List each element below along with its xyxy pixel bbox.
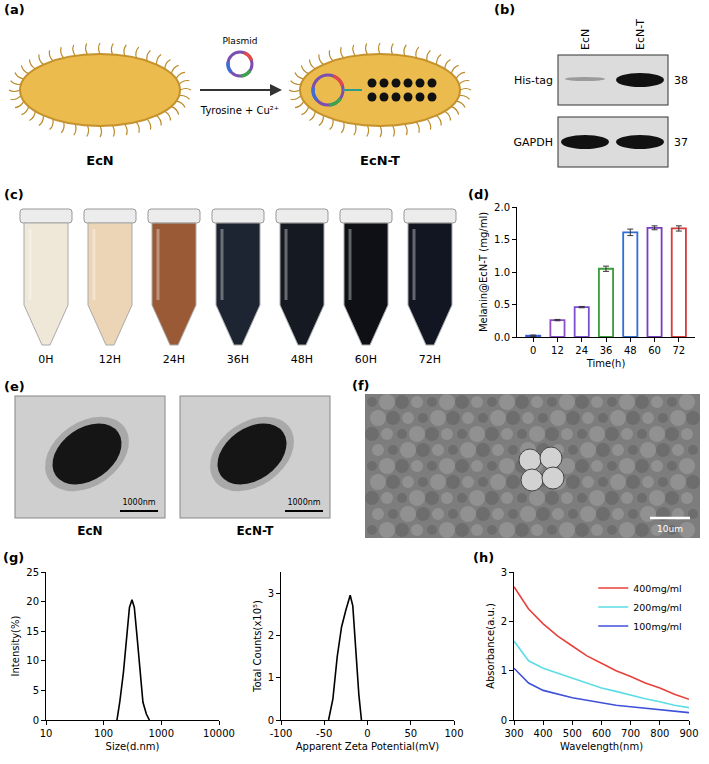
svg-text:48H: 48H (291, 353, 313, 366)
svg-text:800: 800 (650, 728, 669, 739)
svg-text:38: 38 (674, 74, 688, 87)
svg-text:2.0: 2.0 (494, 202, 510, 213)
svg-text:His-tag: His-tag (514, 74, 553, 87)
svg-text:0: 0 (501, 715, 507, 726)
svg-text:(c): (c) (4, 187, 24, 202)
svg-text:1000nm: 1000nm (287, 498, 320, 507)
svg-text:10um: 10um (657, 524, 683, 534)
svg-text:400mg/ml: 400mg/ml (633, 583, 682, 594)
svg-text:EcN-T: EcN-T (237, 524, 275, 538)
svg-text:100: 100 (444, 728, 463, 739)
svg-text:1: 1 (268, 672, 274, 683)
svg-text:EcN-T: EcN-T (634, 19, 647, 50)
svg-text:3: 3 (268, 588, 274, 599)
svg-text:Intensity(%): Intensity(%) (10, 615, 21, 676)
svg-text:2: 2 (501, 616, 507, 627)
svg-text:0: 0 (33, 715, 39, 726)
svg-text:(b): (b) (494, 2, 515, 17)
svg-text:Melanin@EcN-T (mg/ml): Melanin@EcN-T (mg/ml) (478, 212, 489, 332)
svg-text:0: 0 (268, 715, 274, 726)
svg-text:50: 50 (404, 728, 417, 739)
svg-text:GAPDH: GAPDH (514, 136, 553, 149)
svg-text:500: 500 (563, 728, 582, 739)
svg-text:(a): (a) (4, 2, 25, 17)
svg-text:12H: 12H (99, 353, 121, 366)
svg-text:36: 36 (600, 345, 613, 356)
svg-text:37: 37 (674, 136, 688, 149)
svg-text:0H: 0H (38, 353, 53, 366)
svg-text:12: 12 (551, 345, 564, 356)
svg-text:-100: -100 (270, 728, 293, 739)
svg-text:-50: -50 (316, 728, 332, 739)
svg-text:200mg/ml: 200mg/ml (633, 602, 682, 613)
html-text:(g): (g) (3, 550, 25, 565)
svg-text:20: 20 (26, 596, 39, 607)
svg-text:1000nm: 1000nm (122, 498, 155, 507)
svg-text:EcN: EcN (579, 29, 592, 50)
svg-text:Apparent Zeta Potential(mV): Apparent Zeta Potential(mV) (296, 741, 440, 752)
svg-text:0.0: 0.0 (494, 332, 510, 343)
svg-text:Tyrosine + Cu²⁺: Tyrosine + Cu²⁺ (200, 105, 279, 116)
svg-text:72H: 72H (419, 353, 441, 366)
svg-text:15: 15 (26, 626, 39, 637)
svg-text:60H: 60H (355, 353, 377, 366)
svg-text:24H: 24H (163, 353, 185, 366)
svg-text:Total Counts(x10⁵): Total Counts(x10⁵) (252, 600, 263, 693)
svg-text:900: 900 (679, 728, 698, 739)
svg-text:(f): (f) (352, 378, 370, 393)
svg-text:Wavelength(nm): Wavelength(nm) (560, 741, 643, 752)
html-text:(d): (d) (468, 187, 490, 202)
svg-text:72: 72 (672, 345, 685, 356)
svg-text:Plasmid: Plasmid (222, 36, 257, 46)
svg-text:2: 2 (268, 630, 274, 641)
svg-text:0.5: 0.5 (494, 299, 510, 310)
svg-text:EcN-T: EcN-T (360, 153, 400, 168)
svg-text:Size(d.nm): Size(d.nm) (106, 741, 160, 752)
svg-text:300: 300 (504, 728, 523, 739)
html-text:(h): (h) (473, 550, 495, 565)
svg-text:700: 700 (621, 728, 640, 739)
svg-text:10: 10 (40, 728, 53, 739)
svg-text:(e): (e) (4, 379, 25, 394)
svg-text:10000: 10000 (203, 728, 235, 739)
svg-text:1: 1 (501, 665, 507, 676)
svg-text:3: 3 (501, 567, 507, 578)
svg-text:100mg/ml: 100mg/ml (633, 621, 682, 632)
svg-text:10: 10 (26, 655, 39, 666)
svg-text:0: 0 (364, 728, 370, 739)
svg-text:36H: 36H (227, 353, 249, 366)
svg-text:600: 600 (592, 728, 611, 739)
svg-text:48: 48 (624, 345, 637, 356)
svg-text:1.5: 1.5 (494, 234, 510, 245)
svg-text:5: 5 (33, 685, 39, 696)
svg-text:24: 24 (575, 345, 588, 356)
svg-text:25: 25 (26, 567, 39, 578)
svg-text:Absorbance(a.u.): Absorbance(a.u.) (485, 603, 496, 689)
svg-text:100: 100 (94, 728, 113, 739)
svg-text:60: 60 (648, 345, 661, 356)
svg-text:Time(h): Time(h) (586, 358, 626, 369)
svg-text:0: 0 (530, 345, 536, 356)
svg-text:400: 400 (534, 728, 553, 739)
svg-text:EcN: EcN (77, 524, 102, 538)
svg-text:EcN: EcN (86, 153, 113, 168)
svg-text:1.0: 1.0 (494, 267, 510, 278)
svg-text:1000: 1000 (149, 728, 174, 739)
